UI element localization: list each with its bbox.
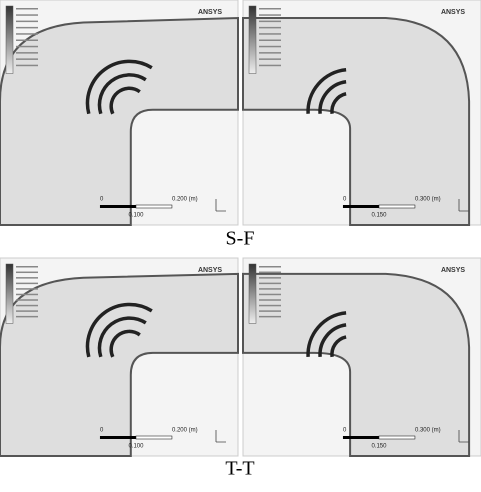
legend-entry bbox=[16, 52, 38, 54]
legend-entry bbox=[16, 288, 38, 290]
scale-label: 0.200 (m) bbox=[172, 428, 198, 434]
legend-entry bbox=[16, 305, 38, 307]
legend-entry bbox=[259, 40, 281, 42]
color-bar bbox=[249, 264, 256, 323]
legend-entry bbox=[259, 288, 281, 290]
legend-entry bbox=[259, 283, 281, 285]
legend-entry bbox=[259, 294, 281, 296]
legend-entry bbox=[16, 40, 38, 42]
brand: ANSYS bbox=[441, 9, 465, 16]
color-bar bbox=[6, 6, 13, 74]
scale-bar bbox=[136, 436, 172, 439]
legend-entry bbox=[259, 14, 281, 16]
scale-label: 0.150 bbox=[371, 444, 387, 450]
color-bar bbox=[6, 264, 13, 323]
legend-entry bbox=[16, 266, 38, 268]
legend-entry bbox=[259, 277, 281, 279]
legend-entry bbox=[16, 8, 38, 10]
scale-bar bbox=[343, 205, 379, 208]
legend-entry bbox=[16, 65, 38, 67]
legend-entry bbox=[259, 305, 281, 307]
figure: S-F T-T ANSYS00.200 (m)0.100ANSYS00.300 … bbox=[0, 0, 481, 487]
caption: S-F bbox=[226, 228, 255, 250]
scale-bar bbox=[379, 436, 415, 439]
legend-entry bbox=[16, 316, 38, 318]
scale-bar bbox=[100, 436, 136, 439]
scale-bar bbox=[136, 205, 172, 208]
scale-label: 0.200 (m) bbox=[172, 197, 198, 203]
scale-label: 0.150 bbox=[371, 213, 387, 219]
scale-bar bbox=[343, 436, 379, 439]
legend-entry bbox=[259, 21, 281, 23]
scale-label: 0.300 (m) bbox=[415, 428, 441, 434]
legend-entry bbox=[259, 316, 281, 318]
legend-entry bbox=[259, 272, 281, 274]
scale-bar bbox=[379, 205, 415, 208]
legend-entry bbox=[259, 33, 281, 35]
legend-entry bbox=[259, 266, 281, 268]
scale-label: 0.300 (m) bbox=[415, 197, 441, 203]
scale-bar bbox=[100, 205, 136, 208]
legend-entry bbox=[16, 299, 38, 301]
brand: ANSYS bbox=[198, 267, 222, 274]
legend-entry bbox=[16, 27, 38, 29]
legend-entry bbox=[16, 272, 38, 274]
caption: T-T bbox=[225, 458, 254, 480]
legend-entry bbox=[16, 310, 38, 312]
legend-entry bbox=[259, 46, 281, 48]
legend-entry bbox=[16, 33, 38, 35]
scale-label: 0.100 bbox=[128, 444, 144, 450]
legend-entry bbox=[259, 310, 281, 312]
legend-entry bbox=[259, 65, 281, 67]
legend-entry bbox=[259, 27, 281, 29]
scale-label: 0.100 bbox=[128, 213, 144, 219]
legend-entry bbox=[16, 277, 38, 279]
legend-entry bbox=[259, 52, 281, 54]
legend-entry bbox=[16, 14, 38, 16]
brand: ANSYS bbox=[441, 267, 465, 274]
legend-entry bbox=[259, 8, 281, 10]
legend-entry bbox=[16, 58, 38, 60]
legend-entry bbox=[16, 21, 38, 23]
legend-entry bbox=[16, 294, 38, 296]
legend-entry bbox=[259, 299, 281, 301]
legend-entry bbox=[16, 46, 38, 48]
brand: ANSYS bbox=[198, 9, 222, 16]
legend-entry bbox=[16, 283, 38, 285]
color-bar bbox=[249, 6, 256, 74]
legend-entry bbox=[259, 58, 281, 60]
